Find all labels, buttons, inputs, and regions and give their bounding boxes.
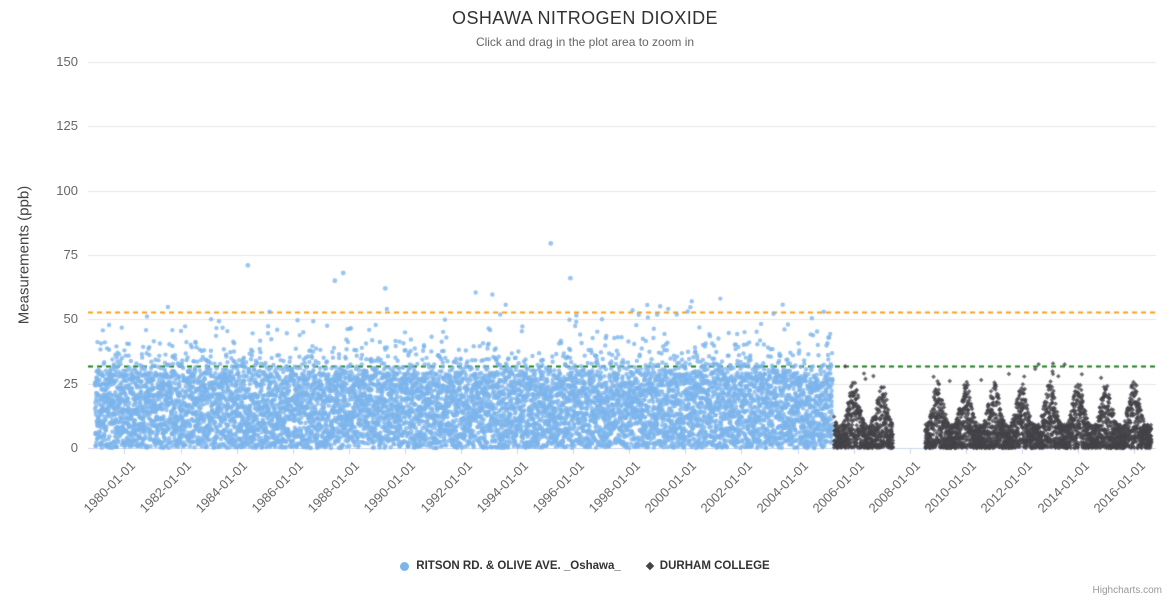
y-tick-label: 50: [63, 311, 78, 327]
y-tick-label: 0: [70, 440, 78, 455]
y-tick-label: 75: [63, 247, 78, 262]
legend-item-ritson[interactable]: RITSON RD. & OLIVE AVE. _Oshawa_: [400, 560, 621, 572]
series-marker-diamond-icon: [645, 561, 655, 571]
y-tick-label: 25: [63, 375, 78, 391]
legend: RITSON RD. & OLIVE AVE. _Oshawa_ DURHAM …: [0, 560, 1170, 572]
y-tick-label: 125: [56, 118, 78, 134]
y-tick-label: 100: [56, 182, 78, 198]
chart-subtitle: Click and drag in the plot area to zoom …: [475, 35, 695, 49]
legend-label: DURHAM COLLEGE: [659, 560, 770, 572]
series-marker-circle-icon: [400, 561, 410, 571]
legend-label: RITSON RD. & OLIVE AVE. _Oshawa_: [416, 560, 621, 572]
legend-item-durham[interactable]: DURHAM COLLEGE: [645, 560, 770, 572]
highcharts-credit[interactable]: Highcharts.com: [1092, 585, 1162, 596]
y-tick-label: 150: [56, 54, 78, 69]
chart-title: OSHAWA NITROGEN DIOXIDE: [452, 8, 718, 28]
